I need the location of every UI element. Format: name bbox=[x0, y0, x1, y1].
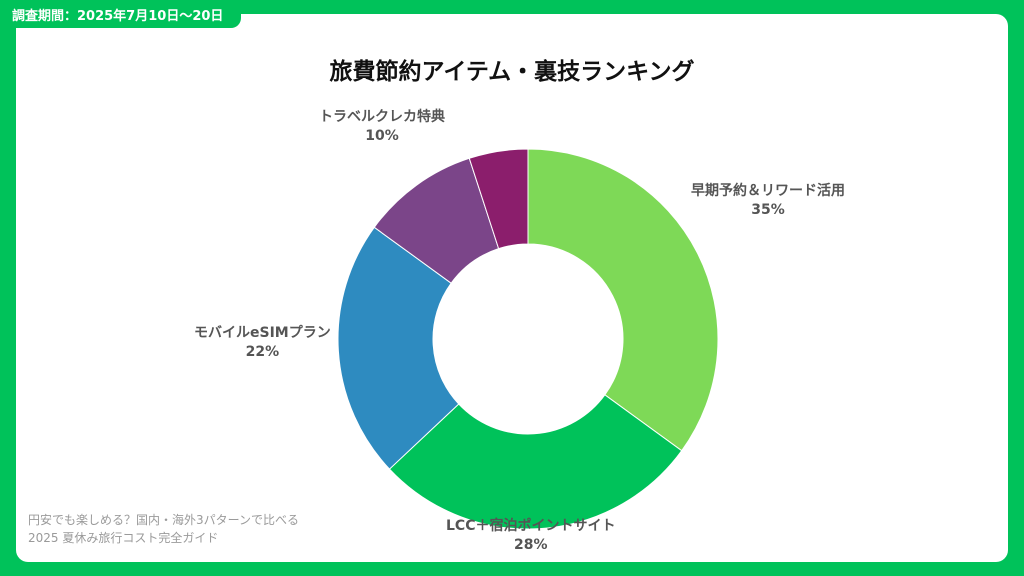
chart-title: 旅費節約アイテム・裏技ランキング bbox=[329, 59, 695, 85]
footer-line-2: 2025 夏休み旅行コスト完全ガイド bbox=[28, 531, 219, 546]
slice-value: 22% bbox=[245, 343, 280, 360]
footer-caption: 円安でも楽しめる？国内・海外3パターンで比べる 2025 夏休み旅行コスト完全ガ… bbox=[28, 511, 299, 548]
footer-line-1: 円安でも楽しめる？国内・海外3パターンで比べる bbox=[28, 512, 300, 527]
slice-name: トラベルクレカ特典 bbox=[319, 109, 445, 125]
slice-value: 35% bbox=[751, 201, 785, 218]
donut-slice-3 bbox=[337, 226, 460, 470]
donut-chart bbox=[337, 148, 719, 530]
slice-label-early-booking: 早期予約＆リワード活用 35% bbox=[691, 182, 845, 220]
donut-slice-5 bbox=[468, 148, 529, 250]
slice-value: 28% bbox=[513, 536, 548, 553]
donut-slice-1 bbox=[527, 148, 719, 452]
donut-slice-2 bbox=[388, 394, 683, 530]
slice-label-lcc-points: LCC＋宿泊ポイントサイト 28% bbox=[446, 517, 615, 555]
slice-label-mobile-esim: モバイルeSIMプラン 22% bbox=[194, 324, 331, 362]
slice-name: 早期予約＆リワード活用 bbox=[691, 183, 845, 199]
chart-card: 旅費節約アイテム・裏技ランキング 早期予約＆リワード活用 35% LCC＋宿泊ポ… bbox=[16, 14, 1008, 562]
slice-value: 10% bbox=[365, 127, 399, 144]
survey-period-tab: 調査期間：2025年7月10日～20日 bbox=[0, 0, 242, 28]
slice-name: モバイルeSIMプラン bbox=[194, 325, 331, 341]
slice-name: LCC＋宿泊ポイントサイト bbox=[446, 518, 616, 534]
slice-label-travel-credit-card: トラベルクレカ特典 10% bbox=[319, 108, 445, 146]
